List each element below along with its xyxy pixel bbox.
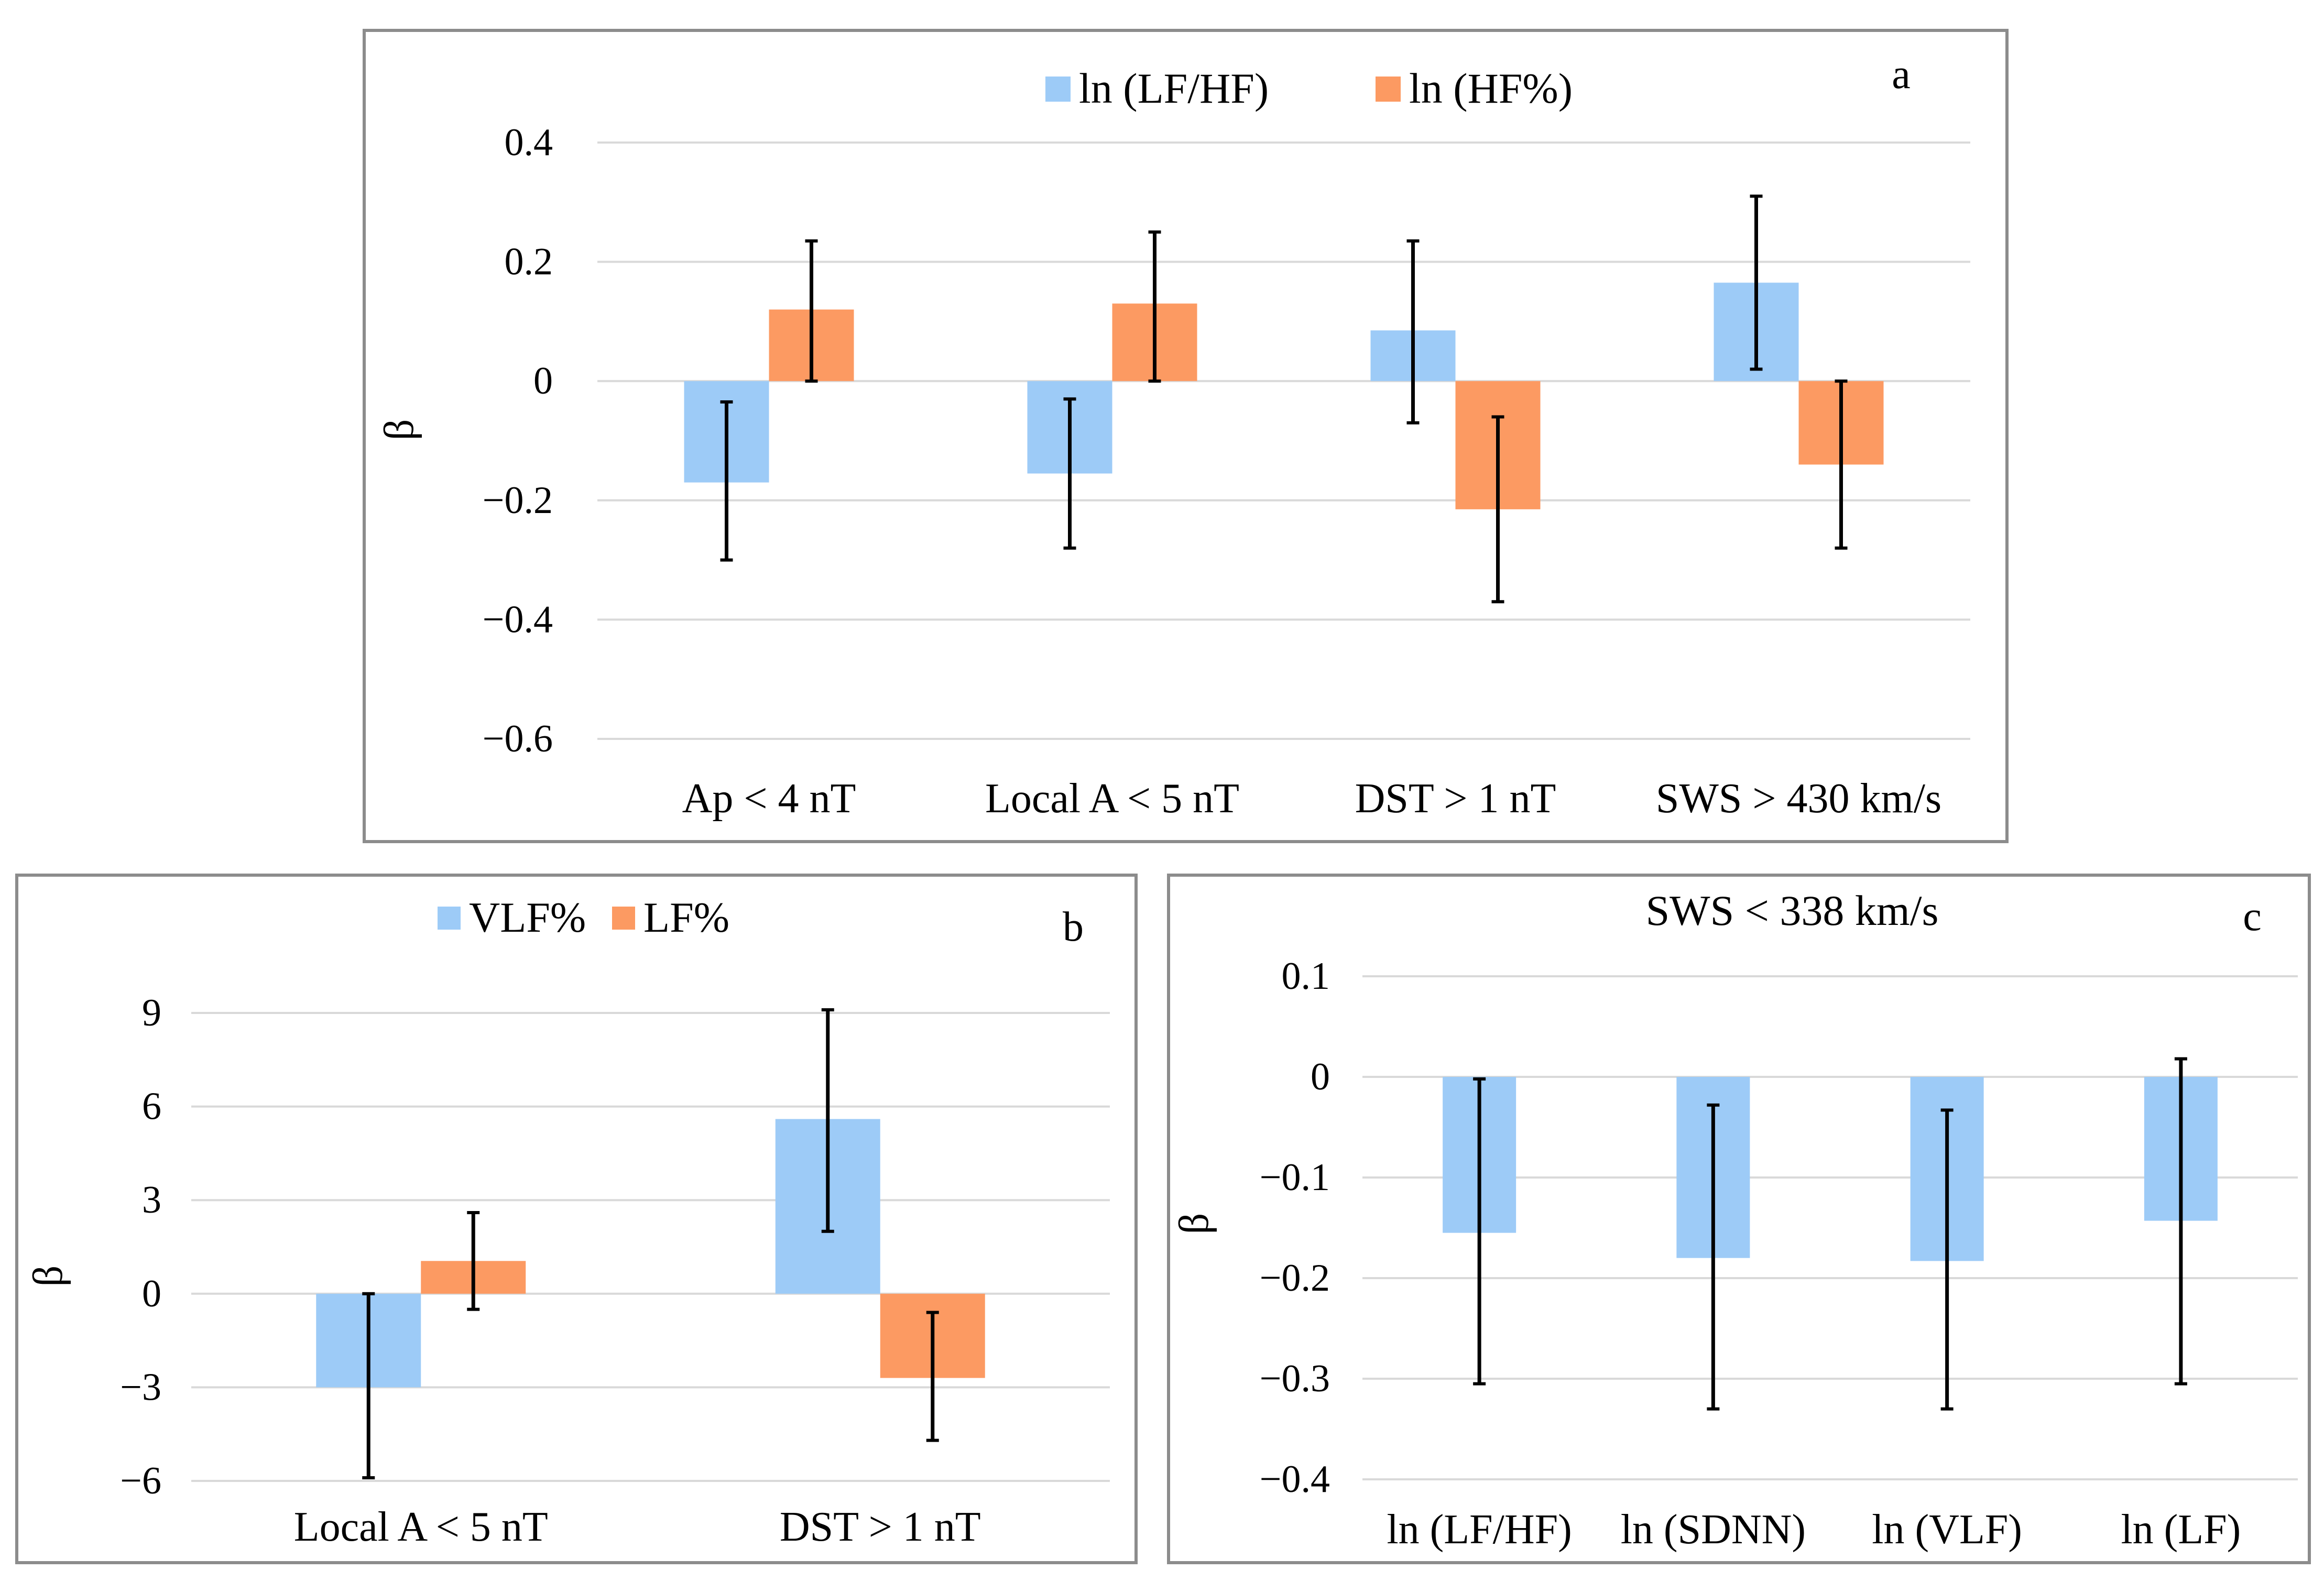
- legend-entry: ln (HF%): [1409, 64, 1573, 112]
- chart-panel-b: 9 6 3 0 −3 −6 β Local A < 5 nT DST > 1 nT VLF% LF%…: [15, 874, 1138, 1564]
- y-tick-label: −0.2: [483, 479, 553, 522]
- legend-entry: LF%: [643, 893, 729, 941]
- panel-frame-a: [363, 29, 2009, 843]
- chart-panel-a: 0.4 0.2 0 −0.2 −0.4 −0.6 β Ap < 4 nT Local A < 5…: [363, 29, 2009, 843]
- y-axis-label: β: [25, 1266, 71, 1287]
- y-tick-label: −0.3: [1260, 1357, 1330, 1400]
- legend-swatch: [612, 907, 635, 930]
- y-tick-label: 9: [142, 991, 161, 1034]
- legend-swatch: [438, 907, 461, 930]
- chart-title: SWS < 338 km/s: [1646, 887, 1939, 934]
- panel-label: a: [1892, 51, 1911, 97]
- legend-swatch: [1045, 77, 1071, 102]
- y-tick-label: 0.4: [505, 121, 553, 164]
- y-tick-label: −6: [120, 1459, 161, 1502]
- y-tick-label: −0.6: [483, 717, 553, 760]
- x-category-label: ln (LF): [2121, 1507, 2241, 1553]
- y-axis-label: β: [1171, 1213, 1217, 1235]
- y-axis-label: β: [376, 419, 422, 441]
- x-category-label: DST > 1 nT: [780, 1504, 981, 1550]
- panel-label: b: [1063, 904, 1084, 950]
- y-tick-label: −0.1: [1260, 1156, 1330, 1199]
- x-category-label: SWS > 430 km/s: [1656, 776, 1941, 822]
- x-category-label: Ap < 4 nT: [682, 776, 856, 822]
- y-tick-label: 3: [142, 1179, 161, 1222]
- y-tick-label: 0.2: [505, 241, 553, 284]
- legend-entry: ln (LF/HF): [1079, 64, 1269, 112]
- x-category-label: ln (SDNN): [1621, 1507, 1806, 1553]
- y-tick-label: −0.4: [1260, 1458, 1330, 1501]
- x-category-label: DST > 1 nT: [1355, 776, 1556, 822]
- legend-swatch: [1376, 77, 1401, 102]
- y-tick-label: 0: [142, 1272, 161, 1315]
- y-tick-label: −0.4: [483, 598, 553, 641]
- y-tick-label: 0: [1311, 1055, 1330, 1098]
- x-category-label: ln (VLF): [1872, 1507, 2022, 1553]
- panel-label: c: [2243, 893, 2262, 940]
- x-category-label: Local A < 5 nT: [294, 1504, 548, 1550]
- x-category-label: Local A < 5 nT: [985, 776, 1239, 822]
- chart-panel-c: 0.1 0 −0.1 −0.2 −0.3 −0.4 β ln (LF/HF) ln (SDNN)…: [1167, 874, 2311, 1564]
- y-tick-label: 0: [533, 359, 553, 402]
- legend-entry: VLF%: [469, 893, 586, 941]
- y-tick-label: 6: [142, 1085, 161, 1128]
- panel-frame-b: [15, 874, 1138, 1564]
- y-tick-label: 0.1: [1282, 955, 1330, 998]
- y-tick-label: −3: [120, 1366, 161, 1409]
- y-tick-label: −0.2: [1260, 1257, 1330, 1300]
- x-category-label: ln (LF/HF): [1387, 1507, 1572, 1553]
